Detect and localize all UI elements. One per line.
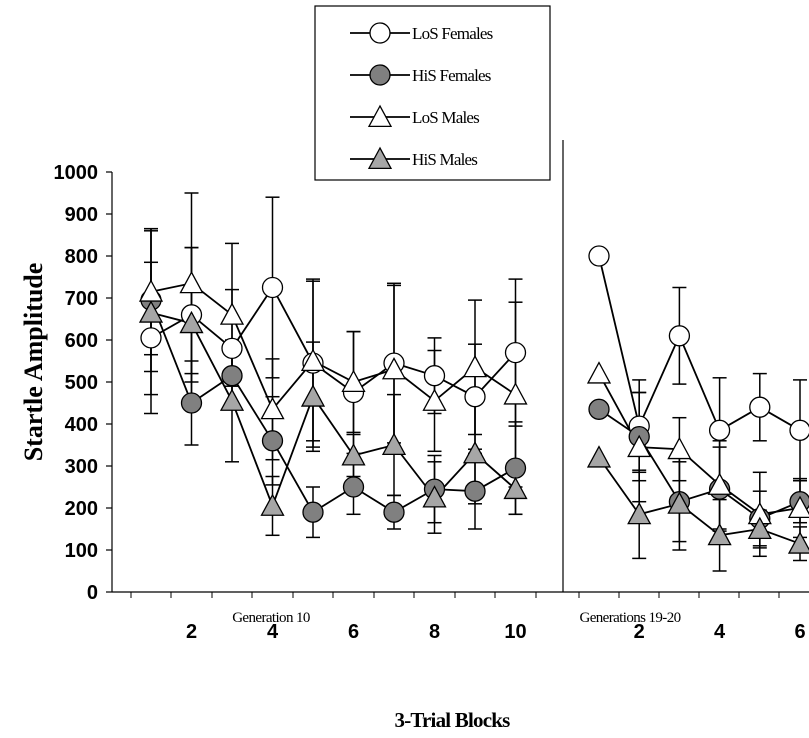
point-los-males	[341, 369, 366, 393]
point-los-males	[422, 388, 447, 411]
point-los-females	[423, 365, 446, 387]
point-his-males	[627, 501, 652, 525]
point-los-males	[627, 434, 652, 458]
point-los-females	[221, 337, 243, 360]
point-los-females	[789, 419, 809, 441]
point-his-males	[422, 485, 447, 508]
point-los-males	[381, 357, 407, 380]
point-his-females	[342, 476, 365, 498]
series-line-his-males	[598, 457, 801, 545]
point-his-males	[707, 522, 732, 546]
y-tick-label: 700	[65, 288, 98, 310]
axes-layer	[106, 140, 809, 598]
point-his-males	[747, 516, 772, 539]
point-los-females	[261, 276, 284, 299]
point-his-males	[260, 493, 285, 516]
point-los-females	[140, 327, 162, 349]
x-tick-label: 2	[634, 621, 645, 643]
series-line-los-males	[598, 373, 801, 516]
point-los-males	[260, 396, 285, 420]
y-tick-label: 900	[65, 204, 98, 226]
point-his-males	[462, 441, 488, 464]
y-tick-label: 300	[65, 456, 98, 478]
point-his-males	[179, 310, 204, 334]
point-los-males	[707, 472, 732, 495]
point-his-males	[586, 445, 612, 468]
point-his-males	[667, 491, 692, 514]
x-tick-label: 4	[714, 621, 726, 643]
y-tick-label: 800	[65, 246, 98, 268]
labels-layer: Startle Amplitude Generation 10 Generati…	[19, 162, 806, 732]
y-tick-label: 0	[87, 582, 98, 604]
y-tick-label: 400	[65, 414, 98, 436]
point-los-females	[464, 386, 486, 408]
point-los-males	[219, 302, 245, 325]
legend-label-los-females: LoS Females	[412, 24, 493, 43]
legend-label-his-males: HiS Males	[412, 150, 477, 169]
y-tick-label: 500	[65, 372, 98, 394]
series-line-his-females	[150, 299, 516, 514]
point-los-males	[787, 495, 809, 518]
point-his-males	[503, 476, 528, 500]
point-los-males	[300, 348, 326, 372]
y-tick-label: 1000	[54, 162, 99, 184]
legend-marker-his-males	[367, 146, 393, 170]
x-tick-label: 6	[348, 621, 359, 643]
series-line-los-females	[150, 285, 517, 398]
point-his-females	[504, 457, 527, 479]
legend-marker-his-females	[369, 64, 391, 86]
legend-label-his-females: HiS Females	[412, 66, 491, 85]
point-his-males	[381, 432, 407, 456]
point-los-males	[179, 270, 204, 294]
point-his-females	[464, 480, 486, 502]
panel-2-subtitle: Generations 19-20	[579, 610, 680, 626]
x-tick-label: 8	[429, 621, 440, 643]
error-bars-layer	[144, 192, 807, 572]
y-axis-label: Startle Amplitude	[19, 263, 48, 462]
point-los-females	[749, 396, 771, 418]
x-tick-label: 4	[267, 621, 279, 643]
series-line-los-males	[150, 282, 517, 411]
point-his-females	[588, 398, 610, 420]
point-his-males	[300, 384, 326, 407]
point-his-females	[221, 365, 243, 387]
point-his-males	[138, 300, 164, 323]
legend-marker-los-males	[367, 104, 393, 127]
legend: LoS Females HiS Females LoS Males HiS Males	[314, 5, 551, 181]
markers-layer	[138, 245, 809, 554]
point-los-males	[667, 436, 692, 460]
legend-label-los-males: LoS Males	[412, 108, 479, 127]
series-line-his-males	[150, 311, 517, 509]
point-los-females	[588, 245, 610, 267]
legend-box	[314, 5, 551, 181]
x-tick-label: 10	[504, 621, 526, 643]
point-his-females	[261, 430, 284, 452]
point-los-females	[668, 325, 691, 347]
y-tick-label: 600	[65, 330, 98, 352]
point-his-females	[180, 392, 203, 414]
legend-marker-los-females	[369, 22, 391, 44]
panel-1-subtitle: Generation 10	[232, 610, 310, 626]
point-his-males	[341, 443, 366, 466]
point-los-females	[708, 419, 731, 441]
point-los-females	[504, 341, 527, 364]
point-los-males	[586, 361, 612, 384]
x-tick-label: 2	[186, 621, 197, 643]
point-los-males	[503, 382, 528, 405]
point-his-males	[219, 388, 245, 411]
y-tick-label: 100	[65, 540, 98, 562]
point-los-males	[462, 354, 488, 378]
x-axis-label: 3-Trial Blocks	[395, 708, 511, 732]
y-tick-label: 200	[65, 498, 98, 520]
point-his-females	[383, 501, 405, 523]
point-his-males	[787, 531, 809, 554]
x-tick-label: 6	[794, 621, 805, 643]
point-his-females	[302, 501, 324, 523]
